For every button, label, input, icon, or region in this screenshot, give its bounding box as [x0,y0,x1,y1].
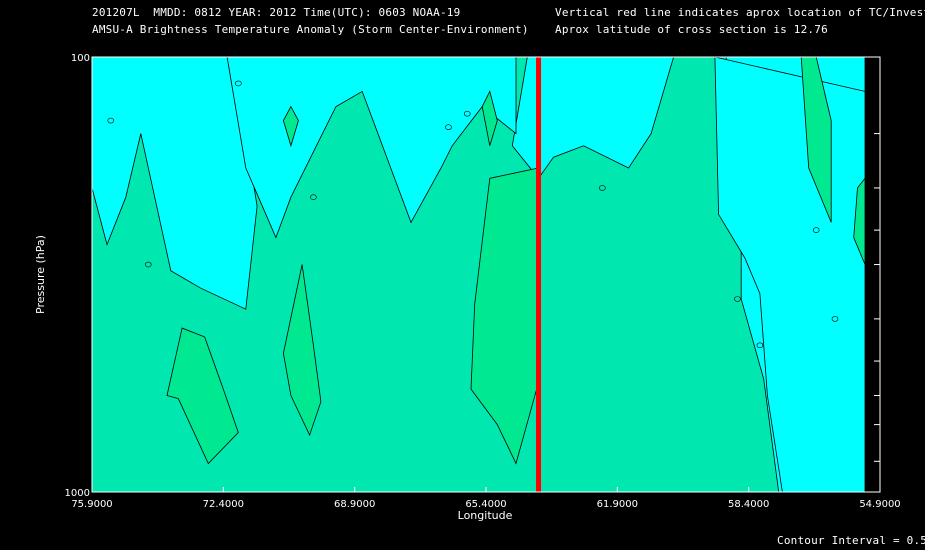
contour-region-warm-small-2 [481,90,498,146]
contour-interval-note: Contour Interval = 0.5K [777,534,925,547]
contour-label-7 [734,296,741,302]
x-tick-label-0: 75.9000 [71,499,112,510]
contour-label-0 [107,117,115,124]
contour-label-3 [310,194,317,200]
contour-region-cold-upper-band [226,56,517,239]
contour-label-2 [235,80,242,87]
header-line1-right: Vertical red line indicates aprox locati… [555,6,925,19]
x-tick-label-6: 54.9000 [859,499,900,510]
header-line2-right: Aprox latitude of cross section is 12.76 [555,23,828,36]
contour-label-10 [831,316,839,322]
header-line1-left: 201207L MMDD: 0812 YEAR: 2012 Time(UTC):… [92,6,461,19]
x-tick-label-3: 65.4000 [465,499,506,510]
contour-region-warm-small-1 [282,105,299,148]
header-line2-left: AMSU-A Brightness Temperature Anomaly (S… [92,23,529,36]
x-tick-label-1: 72.4000 [203,499,244,510]
contour-region-warm-left-2 [282,264,322,437]
contour-label-8 [756,342,764,349]
contour-region-warm-left [166,327,239,465]
no-data-strip [864,57,880,492]
contour-label-6 [599,185,606,191]
x-axis-label: Longitude [458,509,513,522]
x-tick-label-4: 61.9000 [597,499,638,510]
axes: 75.9000 72.4000 68.9000 65.4000 61.9000 58.40… [34,53,901,522]
y-axis-label: Pressure (hPa) [34,235,47,314]
y-tick-label-1: 1000 [65,488,90,499]
contour-label-5 [463,110,471,117]
x-tick-label-5: 58.4000 [728,499,769,510]
contour-label-9 [812,227,820,233]
contour-label-4 [445,124,452,130]
contour-label-1 [144,261,152,268]
x-tick-label-2: 68.9000 [334,499,375,510]
y-tick-label-0: 100 [71,53,90,64]
plot-area [91,56,880,493]
